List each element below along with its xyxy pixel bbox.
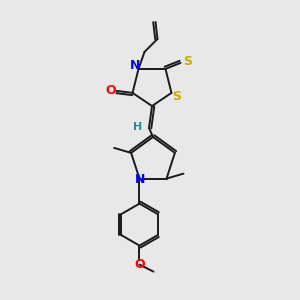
Text: O: O (105, 84, 116, 98)
Text: S: S (183, 56, 192, 68)
Text: N: N (130, 59, 141, 72)
Text: S: S (172, 90, 181, 104)
Text: H: H (134, 122, 142, 132)
Text: N: N (135, 173, 146, 186)
Text: O: O (134, 258, 145, 271)
